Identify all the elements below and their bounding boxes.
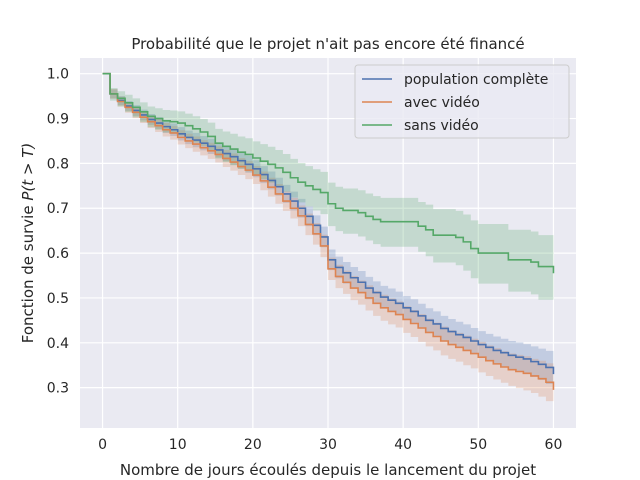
x-axis-ticks: 0 10 20 30 40 50 60 (98, 437, 562, 453)
x-axis-label: Nombre de jours écoulés depuis le lancem… (120, 461, 536, 479)
y-tick-label: 1.0 (47, 67, 69, 83)
series-line-avec-video (102, 72, 555, 390)
y-axis-ticks: 0.3 0.4 0.5 0.6 0.7 0.8 0.9 1.0 (47, 67, 69, 397)
chart-title: Probabilité que le projet n'ait pas enco… (131, 35, 524, 53)
legend-label-population-complete: population complète (404, 72, 548, 88)
x-tick-label: 40 (394, 437, 412, 453)
legend-box (354, 64, 570, 139)
y-tick-label: 0.3 (47, 381, 69, 397)
x-tick-label: 30 (319, 437, 337, 453)
y-tick-label: 0.4 (47, 336, 69, 352)
x-tick-label: 60 (545, 437, 563, 453)
y-tick-label: 0.6 (47, 246, 69, 262)
y-axis-label: Fonction de survie P(t > T) (19, 143, 37, 343)
series-lines (102, 72, 555, 390)
x-tick-label: 20 (244, 437, 262, 453)
y-axis-label-text: Fonction de survie (19, 201, 37, 344)
y-tick-label: 0.5 (47, 291, 69, 307)
y-axis-label-math: P(t > T) (19, 143, 37, 201)
y-tick-label: 0.8 (47, 156, 69, 172)
x-tick-label: 0 (98, 437, 107, 453)
x-tick-label: 50 (469, 437, 487, 453)
series-line-sans-video (102, 72, 555, 274)
y-tick-label: 0.7 (47, 201, 69, 217)
ci-band-sans-video (102, 73, 554, 303)
x-tick-label: 10 (169, 437, 187, 453)
legend-label-sans-video: sans vidéo (404, 118, 479, 134)
legend-label-avec-video: avec vidéo (404, 95, 480, 111)
y-tick-label: 0.9 (47, 112, 69, 128)
legend: population complète avec vidéo sans vidé… (354, 64, 570, 139)
